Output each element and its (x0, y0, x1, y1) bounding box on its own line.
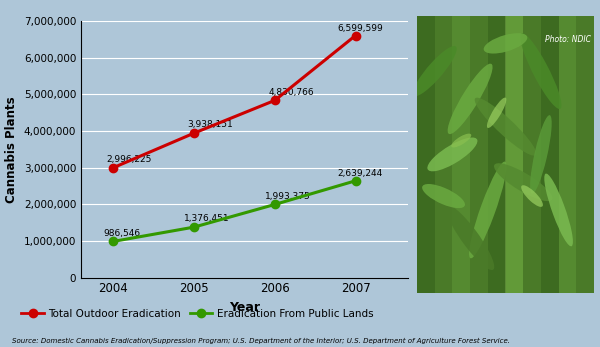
Bar (541, 16, 559, 293)
Ellipse shape (521, 185, 543, 207)
Text: 6,599,599: 6,599,599 (338, 24, 383, 33)
Bar (559, 16, 577, 293)
Ellipse shape (413, 46, 457, 96)
Ellipse shape (484, 33, 527, 53)
Bar (576, 16, 594, 293)
Text: 2,639,244: 2,639,244 (338, 169, 383, 178)
Ellipse shape (475, 98, 536, 156)
Bar (488, 16, 505, 293)
Text: 4,830,766: 4,830,766 (268, 87, 314, 96)
Text: Source: Domestic Cannabis Eradication/Suppression Program; U.S. Department of th: Source: Domestic Cannabis Eradication/Su… (12, 338, 510, 344)
Text: 1,376,451: 1,376,451 (184, 214, 230, 223)
Text: 1,993,375: 1,993,375 (265, 192, 311, 201)
Ellipse shape (446, 205, 494, 270)
Bar (434, 16, 452, 293)
X-axis label: Year: Year (229, 301, 260, 314)
Ellipse shape (422, 184, 465, 208)
Ellipse shape (487, 98, 506, 128)
Bar (523, 16, 541, 293)
Text: 986,546: 986,546 (104, 229, 141, 238)
Text: Photo: NDIC: Photo: NDIC (545, 35, 591, 44)
Ellipse shape (427, 137, 478, 171)
Ellipse shape (520, 33, 562, 109)
Bar (470, 16, 488, 293)
Ellipse shape (451, 134, 471, 147)
Bar (452, 16, 470, 293)
Bar (417, 16, 434, 293)
Bar (505, 16, 523, 293)
Y-axis label: Cannabis Plants: Cannabis Plants (5, 96, 18, 203)
Text: 3,938,151: 3,938,151 (188, 120, 233, 129)
Ellipse shape (494, 163, 553, 201)
Ellipse shape (448, 64, 493, 134)
Ellipse shape (530, 115, 551, 194)
Text: 2,996,225: 2,996,225 (107, 155, 152, 164)
Ellipse shape (469, 162, 506, 258)
Ellipse shape (544, 174, 573, 246)
Legend: Total Outdoor Eradication, Eradication From Public Lands: Total Outdoor Eradication, Eradication F… (17, 304, 377, 323)
